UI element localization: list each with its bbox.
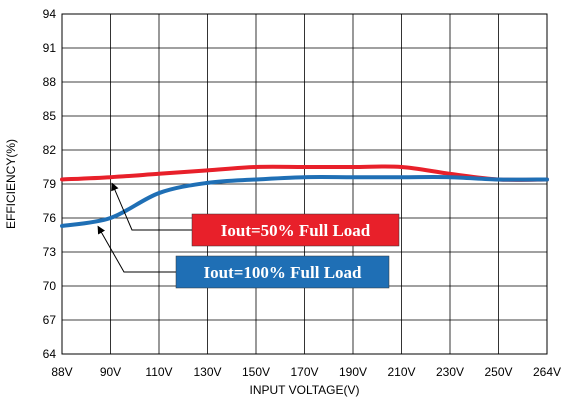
- x-tick-labels: 88V 90V 110V 130V 150V 170V 190V 210V 230V 250V 26…: [51, 365, 561, 379]
- y-axis-label: EFFICIENCY(%): [4, 139, 18, 229]
- x-tick-label: 230V: [436, 365, 464, 379]
- grid-lines: [62, 14, 547, 354]
- series-lines: [60, 164, 549, 228]
- y-tick-label: 64: [43, 347, 57, 361]
- y-tick-label: 70: [43, 279, 57, 293]
- callout-box: [191, 213, 400, 247]
- y-tick-label: 91: [43, 41, 57, 55]
- y-tick-label: 85: [43, 109, 57, 123]
- y-tick-label: 73: [43, 245, 57, 259]
- y-tick-label: 67: [43, 313, 57, 327]
- y-tick-label: 88: [43, 75, 57, 89]
- callout-arrow: [111, 182, 192, 231]
- x-tick-label: 264V: [533, 365, 561, 379]
- x-axis-label: INPUT VOLTAGE(V): [249, 383, 359, 397]
- x-tick-label: 210V: [387, 365, 415, 379]
- callout-arrow: [97, 225, 176, 273]
- y-tick-label: 94: [43, 7, 57, 21]
- series-line-2: [60, 175, 549, 228]
- x-tick-label: 88V: [51, 365, 72, 379]
- x-tick-label: 110V: [145, 365, 172, 379]
- y-tick-label: 82: [43, 143, 57, 157]
- x-tick-label: 130V: [193, 365, 221, 379]
- plot-frame: [61, 13, 548, 355]
- x-tick-label: 250V: [484, 365, 512, 379]
- callout-box: [175, 255, 390, 289]
- x-tick-label: 90V: [100, 365, 121, 379]
- callout-label: Iout=100% Full Load: [204, 263, 363, 282]
- x-tick-label: 150V: [242, 365, 270, 379]
- y-tick-label: 79: [43, 177, 57, 191]
- series-line-1: [60, 164, 549, 182]
- x-tick-label: 190V: [339, 365, 367, 379]
- y-tick-label: 76: [43, 211, 57, 225]
- callouts: Iout=50% Full Load Iout=100% Full Load: [97, 182, 400, 289]
- y-tick-labels: 64 67 70 73 76 79 82 85 88 91 94: [43, 7, 57, 361]
- x-tick-label: 170V: [290, 365, 318, 379]
- callout-label: Iout=50% Full Load: [221, 221, 371, 240]
